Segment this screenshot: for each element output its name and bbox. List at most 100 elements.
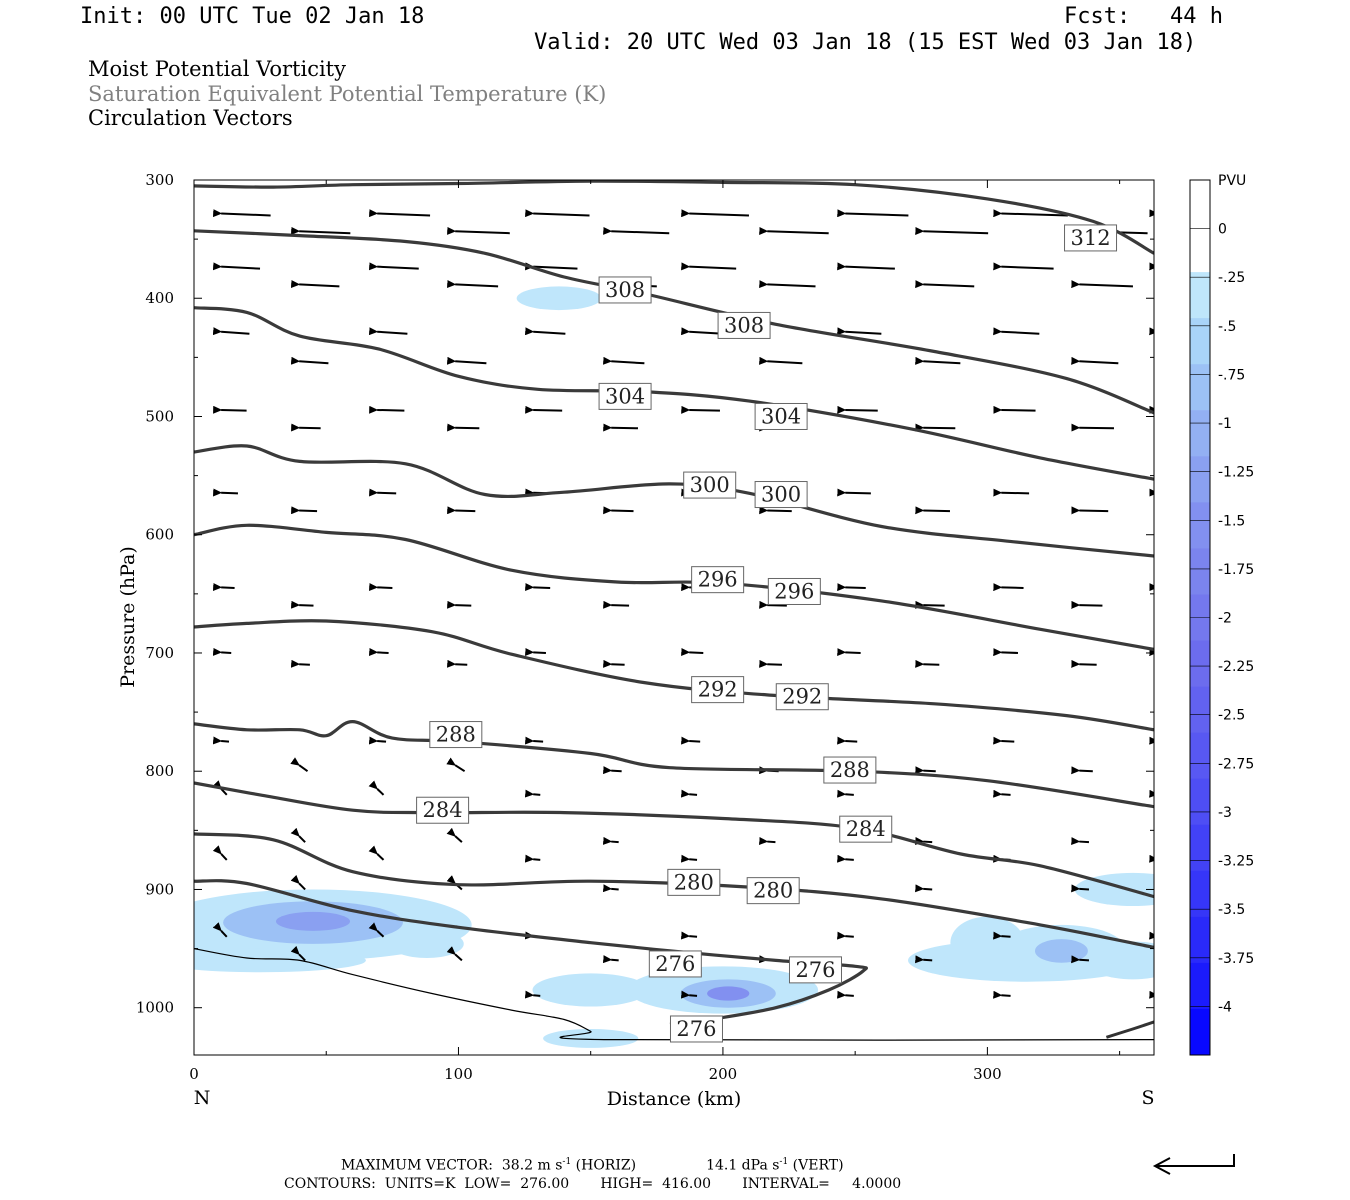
contour-label-box (691, 566, 745, 594)
contour-label-box (1064, 224, 1118, 252)
circulation-vector (602, 884, 619, 893)
circulation-vector (759, 600, 787, 609)
circulation-vector (290, 280, 340, 289)
circulation-vector (368, 647, 389, 656)
mpv-shaded-area (543, 1028, 639, 1048)
circulation-vector (837, 854, 854, 863)
y-tick-label: 300 (145, 171, 174, 189)
circulation-vector (681, 262, 737, 271)
circulation-vector (368, 780, 385, 796)
circulation-vector (369, 209, 431, 218)
colorbar-label: -.5 (1218, 319, 1236, 335)
y-tick-label: 900 (145, 880, 174, 898)
circulation-vector (993, 209, 1068, 218)
circulation-vector (602, 836, 619, 845)
colorbar-swatch (1190, 548, 1210, 595)
circulation-vector (993, 789, 1011, 798)
theta-e-contour-300 (194, 444, 1154, 558)
circulation-vector (759, 659, 782, 668)
circulation-vector (1149, 990, 1154, 999)
contour-label: 304 (605, 384, 645, 408)
mpv-shaded-area (194, 948, 366, 973)
forecast-hour: Fcst: 44 h (1064, 4, 1223, 29)
x-axis-label: Distance (km) (607, 1088, 742, 1110)
x-tick-label: 300 (973, 1065, 1002, 1083)
circulation-vector (369, 262, 419, 271)
circulation-vector (1149, 789, 1154, 798)
circulation-vector (369, 405, 405, 414)
contour-label: 276 (655, 952, 695, 976)
mpv-shaded-area (532, 973, 649, 1007)
x-left-end-label: N (194, 1087, 211, 1109)
circulation-vector (290, 827, 306, 843)
circulation-vector (1071, 423, 1114, 432)
circulation-vector (1071, 280, 1133, 289)
circulation-vector (212, 780, 228, 796)
colorbar-label: -3.5 (1218, 902, 1245, 918)
circulation-vector (837, 405, 878, 414)
circulation-vector (837, 488, 871, 497)
contour-label-box (598, 276, 652, 304)
contour-label-box (788, 956, 842, 984)
circulation-vector (681, 736, 701, 745)
contour-labels: 312 308 308 304 304 300 300 296 296 292 292 288 288 2… (416, 224, 1118, 1043)
circulation-vector (759, 836, 776, 845)
circulation-vector (603, 766, 622, 775)
circulation-vector (993, 990, 1011, 999)
contour-label-box (839, 815, 893, 843)
circulation-vector (603, 226, 670, 235)
theta-e-contour-292 (194, 619, 1154, 732)
circulation-vector (837, 583, 866, 592)
circulation-vector (915, 423, 956, 432)
contour-label: 280 (753, 879, 793, 903)
colorbar-label: -.25 (1218, 270, 1245, 286)
circulation-vector (915, 600, 945, 609)
colorbar-label: 0 (1218, 222, 1227, 238)
colorbar-swatch (1190, 732, 1210, 780)
circulation-vector (1071, 600, 1103, 609)
circulation-vector (447, 600, 472, 609)
circulation-vector (212, 327, 250, 336)
circulation-vector (291, 506, 318, 515)
circulation-vector (915, 884, 933, 893)
colorbar-swatch (1190, 1008, 1210, 1056)
circulation-vector (525, 262, 578, 271)
circulation-vector (915, 506, 950, 515)
circulation-vector (915, 766, 936, 775)
circulation-vector (1071, 659, 1097, 668)
circulation-vector (212, 647, 232, 656)
colorbar-swatch (1190, 272, 1210, 319)
circulation-vector (837, 789, 854, 798)
circulation-vector (290, 874, 306, 891)
plot-frame (193, 179, 1155, 1056)
circulation-vector (680, 931, 698, 940)
contour-label-box (823, 756, 877, 784)
y-axis-label: Pressure (hPa) (117, 546, 139, 688)
theta-e-contour-296 (194, 523, 1154, 651)
circulation-vector (603, 423, 639, 432)
circulation-vector (837, 327, 882, 336)
colorbar-label: -3 (1218, 805, 1232, 821)
circulation-vector (290, 757, 309, 773)
circulation-vector (993, 931, 1011, 940)
x-right-end-label: S (1141, 1087, 1154, 1109)
contour-label: 308 (724, 313, 764, 337)
circulation-vector (447, 506, 476, 515)
circulation-vector (447, 423, 480, 432)
circulation-vector (1149, 648, 1154, 657)
circulation-vector (993, 262, 1054, 271)
colorbar-swatch (1190, 180, 1210, 227)
circulation-vector (837, 648, 861, 657)
contour-label-box (767, 577, 821, 605)
circulation-vector (1071, 766, 1093, 775)
colorbar-label: -1.5 (1218, 513, 1245, 529)
circulation-vector (446, 827, 463, 843)
circulation-vector (837, 990, 854, 999)
circulation-vector (993, 736, 1015, 745)
colorbar-swatch (1190, 686, 1210, 734)
circulation-vector (837, 209, 909, 218)
circulation-vector (915, 837, 933, 846)
circulation-vector (1071, 837, 1090, 846)
circulation-vector (291, 600, 314, 609)
